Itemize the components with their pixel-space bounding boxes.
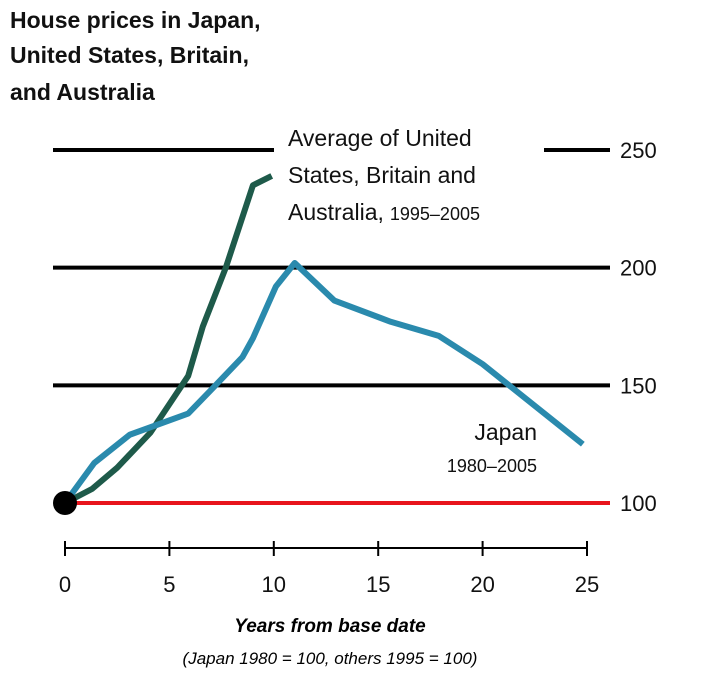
x-tick-label: 5 bbox=[163, 572, 175, 597]
avg-series-label-name: Australia, bbox=[288, 199, 384, 225]
japan-series-label: Japan bbox=[474, 419, 537, 445]
x-tick-label: 20 bbox=[470, 572, 494, 597]
japan-series-line bbox=[62, 259, 585, 505]
japan-series-period: 1980–2005 bbox=[447, 456, 537, 476]
avg-series-label-line-2: States, Britain and bbox=[288, 162, 476, 188]
x-tick-label: 25 bbox=[575, 572, 599, 597]
chart-title-line-3: and Australia bbox=[10, 79, 155, 105]
x-axis-note: (Japan 1980 = 100, others 1995 = 100) bbox=[183, 649, 478, 668]
avg-series-period: 1995–2005 bbox=[390, 204, 480, 224]
y-tick-label: 250 bbox=[620, 138, 657, 163]
x-axis-label: Years from base date bbox=[234, 616, 426, 637]
y-tick-label: 200 bbox=[620, 256, 657, 281]
y-tick-label: 150 bbox=[620, 373, 657, 398]
x-tick-label: 0 bbox=[59, 572, 71, 597]
chart-title-line-1: House prices in Japan, bbox=[10, 7, 261, 33]
x-tick-label: 10 bbox=[262, 572, 286, 597]
avg-series-label-line-3: Australia, 1995–2005 bbox=[288, 199, 480, 225]
avg-series-line bbox=[63, 173, 274, 506]
avg-series-label-line-1: Average of United bbox=[288, 125, 472, 151]
y-tick-label: 100 bbox=[620, 491, 657, 516]
base-point-marker bbox=[53, 491, 77, 515]
x-tick-label: 15 bbox=[366, 572, 390, 597]
chart-title-line-2: United States, Britain, bbox=[10, 42, 249, 68]
